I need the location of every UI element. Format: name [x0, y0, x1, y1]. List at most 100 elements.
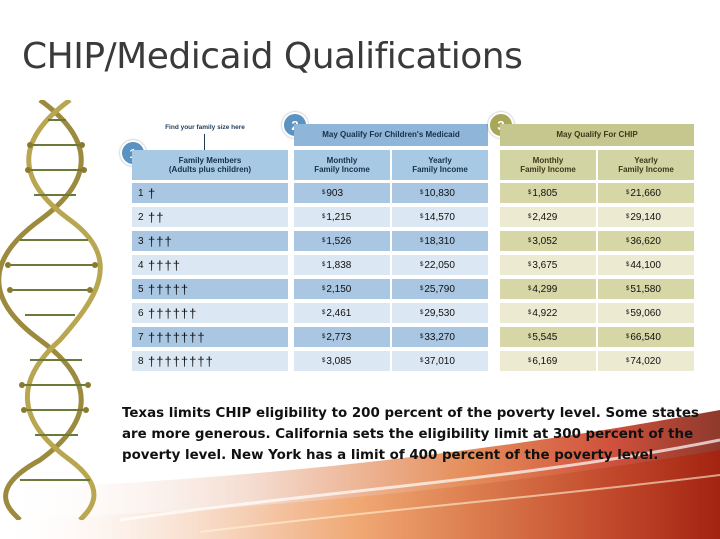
medicaid-monthly-cell-value: 3,085 [326, 355, 352, 367]
currency-symbol: $ [420, 334, 424, 340]
medicaid-monthly-cell: $2,150 [294, 279, 390, 299]
currency-symbol: $ [420, 310, 424, 316]
medicaid-monthly-cell-value: 1,215 [326, 211, 352, 223]
medicaid-yearly-cell-value: 10,830 [424, 187, 455, 199]
medicaid-yearly-header: Yearly Family Income [392, 150, 488, 180]
currency-symbol: $ [528, 262, 532, 268]
medicaid-yearly-cell-value: 37,010 [424, 355, 455, 367]
medicaid-yearly-cell-value: 22,050 [424, 259, 455, 271]
currency-symbol: $ [626, 334, 630, 340]
currency-symbol: $ [322, 334, 326, 340]
medicaid-yearly-cell-value: 18,310 [424, 235, 455, 247]
chip-yearly-cell: $21,660 [598, 183, 694, 203]
currency-symbol: $ [626, 190, 630, 196]
family-size-cell: 3 ††† [132, 231, 288, 251]
medicaid-yearly-cell-value: 14,570 [424, 211, 455, 223]
currency-symbol: $ [322, 358, 326, 364]
person-icon: †† [148, 209, 165, 225]
chip-yearly-cell: $74,020 [598, 351, 694, 371]
medicaid-monthly-cell: $2,773 [294, 327, 390, 347]
chip-yearly-cell-value: 59,060 [630, 307, 661, 319]
medicaid-monthly-cell-value: 2,773 [326, 331, 352, 343]
medicaid-yearly-cell-value: 33,270 [424, 331, 455, 343]
medicaid-monthly-cell-value: 1,838 [326, 259, 352, 271]
currency-symbol: $ [322, 262, 326, 268]
background-swoosh [0, 410, 720, 539]
find-family-size-label: Find your family size here [165, 124, 245, 131]
chip-yearly-cell-value: 66,540 [630, 331, 661, 343]
medicaid-yearly-cell: $14,570 [392, 207, 488, 227]
currency-symbol: $ [322, 214, 326, 220]
family-size-cell: 6 †††††† [132, 303, 288, 323]
family-size-number: 1 [138, 187, 144, 199]
medicaid-monthly-cell-value: 2,150 [326, 283, 352, 295]
chip-yearly-cell: $51,580 [598, 279, 694, 299]
table-row: 4 †††† $1,838 $22,050 $3,675 $44,100 [132, 255, 698, 275]
chip-monthly-cell: $2,429 [500, 207, 596, 227]
medicaid-yearly-cell: $37,010 [392, 351, 488, 371]
family-members-header-text: Family Members (Adults plus children) [168, 155, 252, 174]
chip-yearly-header: Yearly Family Income [598, 150, 694, 180]
currency-symbol: $ [322, 190, 326, 196]
family-size-number: 4 [138, 259, 144, 271]
person-icon: †††††† [148, 305, 198, 321]
medicaid-yearly-cell: $10,830 [392, 183, 488, 203]
family-size-number: 3 [138, 235, 144, 247]
chip-yearly-cell: $44,100 [598, 255, 694, 275]
currency-symbol: $ [420, 238, 424, 244]
currency-symbol: $ [528, 334, 532, 340]
family-size-cell: 5 ††††† [132, 279, 288, 299]
family-size-cell: 1 † [132, 183, 288, 203]
chip-monthly-cell: $3,675 [500, 255, 596, 275]
person-icon: †††††††† [148, 353, 214, 369]
chip-monthly-cell: $6,169 [500, 351, 596, 371]
currency-symbol: $ [626, 238, 630, 244]
chip-yearly-cell: $59,060 [598, 303, 694, 323]
medicaid-monthly-cell: $903 [294, 183, 390, 203]
table-row: 8 †††††††† $3,085 $37,010 $6,169 $74,020 [132, 351, 698, 371]
family-size-cell: 7 ††††††† [132, 327, 288, 347]
currency-symbol: $ [626, 262, 630, 268]
currency-symbol: $ [528, 190, 532, 196]
chip-yearly-cell-value: 74,020 [630, 355, 661, 367]
chip-yearly-cell: $66,540 [598, 327, 694, 347]
medicaid-yearly-cell: $29,530 [392, 303, 488, 323]
chip-yearly-cell: $29,140 [598, 207, 694, 227]
slide-title: CHIP/Medicaid Qualifications [22, 36, 523, 77]
family-members-header: Family Members (Adults plus children) [132, 150, 288, 180]
person-icon: †††† [148, 257, 181, 273]
medicaid-monthly-cell: $1,838 [294, 255, 390, 275]
person-icon: ††† [148, 233, 173, 249]
medicaid-monthly-cell: $1,526 [294, 231, 390, 251]
chip-monthly-header: Monthly Family Income [500, 150, 596, 180]
medicaid-monthly-cell-value: 2,461 [326, 307, 352, 319]
table-row: 7 ††††††† $2,773 $33,270 $5,545 $66,540 [132, 327, 698, 347]
chip-monthly-cell-value: 4,299 [532, 283, 558, 295]
chip-monthly-cell-value: 5,545 [532, 331, 558, 343]
chip-section-title: May Qualify For CHIP [500, 124, 694, 146]
currency-symbol: $ [626, 286, 630, 292]
table-row: 3 ††† $1,526 $18,310 $3,052 $36,620 [132, 231, 698, 251]
person-icon: ††††††† [148, 329, 206, 345]
currency-symbol: $ [626, 358, 630, 364]
family-size-number: 8 [138, 355, 144, 367]
family-size-number: 7 [138, 331, 144, 343]
dna-helix-image [0, 100, 103, 520]
chip-section-title-text: May Qualify For CHIP [556, 130, 638, 140]
chip-monthly-cell: $4,299 [500, 279, 596, 299]
medicaid-yearly-cell: $25,790 [392, 279, 488, 299]
eligibility-paragraph: Texas limits CHIP eligibility to 200 per… [122, 406, 699, 463]
currency-symbol: $ [322, 286, 326, 292]
chip-monthly-cell-value: 3,675 [532, 259, 558, 271]
chip-monthly-cell: $5,545 [500, 327, 596, 347]
medicaid-yearly-cell: $22,050 [392, 255, 488, 275]
chip-yearly-cell-value: 29,140 [630, 211, 661, 223]
currency-symbol: $ [626, 214, 630, 220]
medicaid-yearly-cell: $18,310 [392, 231, 488, 251]
table-row: 1 † $903 $10,830 $1,805 $21,660 [132, 183, 698, 203]
chip-yearly-header-text: Yearly Family Income [618, 155, 674, 174]
medicaid-yearly-cell-value: 25,790 [424, 283, 455, 295]
medicaid-monthly-header-text: Monthly Family Income [314, 155, 370, 174]
currency-symbol: $ [528, 358, 532, 364]
medicaid-monthly-cell-value: 1,526 [326, 235, 352, 247]
